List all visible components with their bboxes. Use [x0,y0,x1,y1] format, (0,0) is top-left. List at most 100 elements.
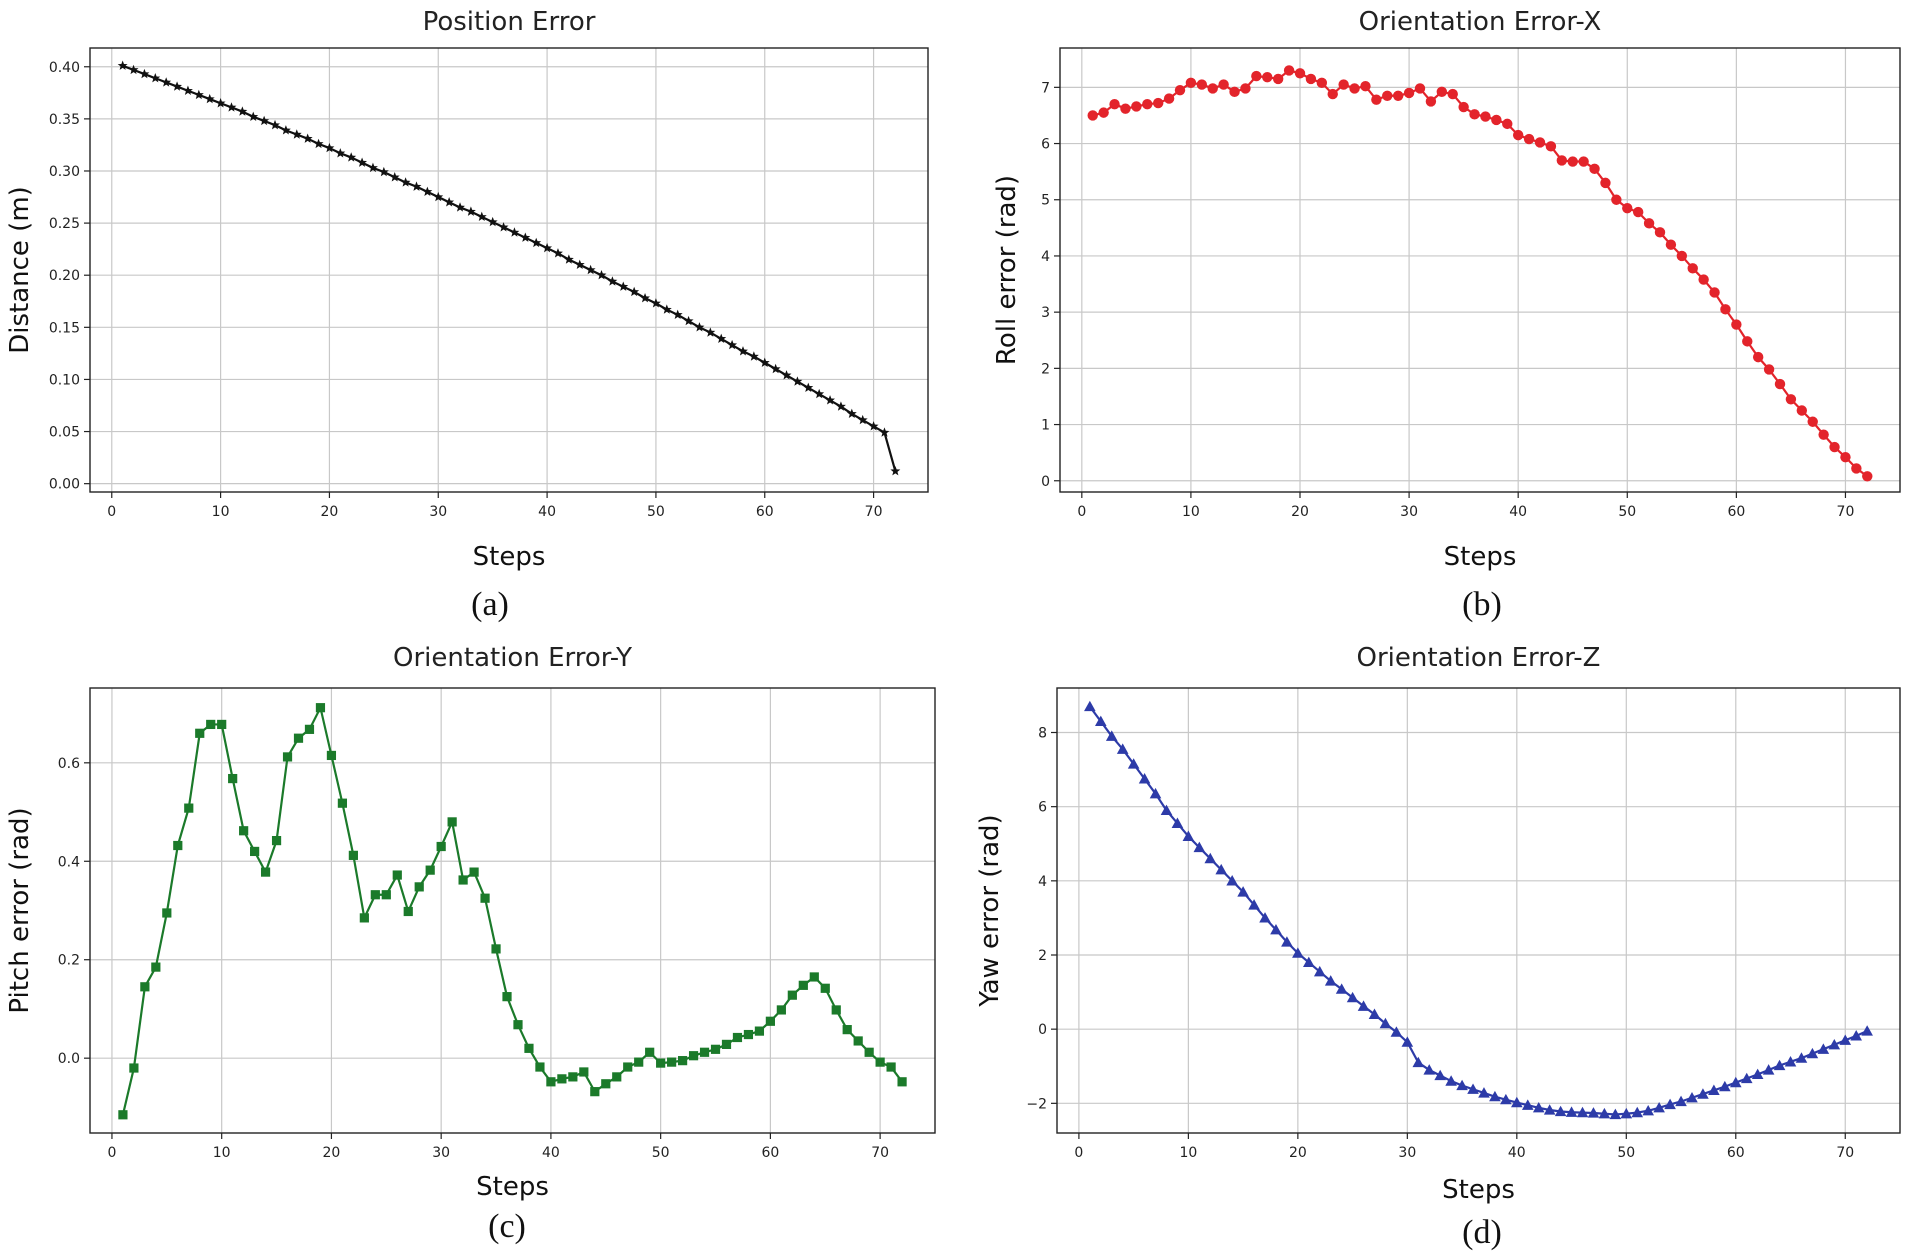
data-point [455,202,465,212]
data-point [498,222,509,232]
data-point [1467,1083,1479,1094]
data-point [897,1077,907,1087]
data-point [1303,956,1315,968]
data-point [754,1026,765,1036]
data-point [1752,351,1764,363]
x-tick-label: 0 [107,1145,116,1161]
caption-d: (d) [1462,1214,1502,1251]
data-point [1796,405,1808,416]
y-tick-label: 0.4 [58,854,80,870]
data-point [228,773,238,784]
x-tick-label: 50 [1617,1145,1635,1161]
data-point [694,322,705,332]
x-tick-label: 50 [647,504,665,520]
data-point [184,803,194,813]
data-point [1609,1108,1622,1120]
data-point [650,298,661,308]
x-tick-label: 40 [542,1145,560,1161]
data-point [1469,109,1480,120]
data-point [1403,87,1415,99]
data-point [1171,817,1184,828]
y-tick-label: 2 [1038,948,1047,964]
y-axis-label: Yaw error (rad) [975,814,1005,1007]
data-point [368,162,378,173]
data-point [1218,79,1229,90]
data-point [1127,758,1140,769]
data-point [634,1057,644,1067]
x-tick-label: 50 [652,1145,670,1161]
data-point [392,870,402,880]
data-point [1500,1093,1512,1105]
data-point [260,867,271,877]
data-point [140,982,150,992]
data-point [400,177,411,187]
data-point [864,1047,874,1057]
y-tick-label: 0 [1041,474,1050,490]
data-point [1259,912,1271,923]
series-line [1092,69,1868,478]
data-point [1207,83,1218,94]
data-point [825,395,835,405]
data-point [1434,1069,1446,1081]
data-point [117,60,128,70]
y-axis-label: Distance (m) [5,186,35,354]
data-point [1762,1064,1775,1075]
data-point [857,414,868,425]
data-point [531,237,542,248]
data-point [1149,787,1162,799]
data-point [183,85,193,95]
data-point [1785,394,1797,405]
y-tick-label: 4 [1038,874,1047,890]
data-point [721,1039,732,1049]
chart-1: 0 10 20 30 40 50 60 70 0 1 2 3 4 5 6 7 Orientation Error… [992,7,1901,572]
data-point [357,157,368,167]
y-tick-label: 4 [1041,249,1050,265]
data-point [509,227,520,237]
x-tick-label: 70 [871,1145,889,1161]
x-tick-label: 40 [1509,504,1527,520]
x-tick-label: 70 [865,504,883,520]
data-point [1240,83,1251,94]
x-tick-label: 30 [432,1145,450,1161]
data-point [520,232,531,242]
x-tick-label: 0 [1074,1145,1083,1161]
data-point [645,1047,655,1057]
y-tick-label: 0.05 [49,425,80,441]
data-point [1368,1008,1381,1019]
data-point [853,1036,863,1046]
data-point [798,980,808,990]
data-point [1729,1076,1742,1088]
data-point [748,351,759,361]
data-point [476,211,487,222]
data-point [1565,1106,1578,1117]
data-point [280,125,291,135]
x-axis-label: Steps [476,1172,549,1202]
data-point [1480,111,1491,122]
data-point [1773,1059,1786,1071]
data-point [1675,1095,1687,1107]
data-point [381,890,391,900]
data-point [803,382,814,392]
data-point [302,133,313,143]
data-point [1839,1034,1852,1045]
plot-frame [89,47,929,493]
data-point [118,1110,128,1120]
data-point [313,138,324,149]
y-tick-label: 2 [1041,361,1050,377]
data-point [1731,319,1742,330]
data-point [172,81,183,91]
data-point [557,1074,567,1084]
data-point [1698,274,1709,285]
data-point [820,983,830,993]
data-point [1489,1090,1501,1102]
data-point [1511,1096,1523,1108]
x-tick-label: 40 [538,504,556,520]
data-point [491,944,501,954]
data-point [667,1057,677,1067]
data-point [1534,137,1546,148]
data-point [425,865,435,875]
data-point [585,264,596,275]
data-point [1795,1052,1808,1063]
data-point [542,242,553,253]
data-point [1371,94,1382,105]
